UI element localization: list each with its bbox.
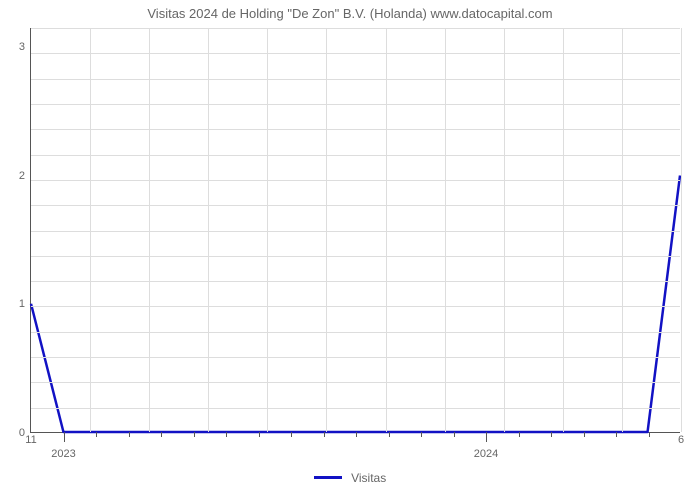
x-outer-label: 6 bbox=[678, 434, 684, 446]
gridline-horizontal bbox=[31, 205, 680, 206]
gridline-horizontal bbox=[31, 256, 680, 257]
gridline-vertical bbox=[386, 28, 387, 432]
x-minor-tick bbox=[129, 432, 130, 437]
gridline-vertical bbox=[149, 28, 150, 432]
x-major-tick bbox=[64, 432, 65, 442]
x-minor-tick bbox=[389, 432, 390, 437]
chart-container: Visitas 2024 de Holding "De Zon" B.V. (H… bbox=[0, 0, 700, 500]
gridline-horizontal bbox=[31, 129, 680, 130]
gridline-horizontal bbox=[31, 382, 680, 383]
x-minor-tick bbox=[194, 432, 195, 437]
x-minor-tick bbox=[454, 432, 455, 437]
chart-title: Visitas 2024 de Holding "De Zon" B.V. (H… bbox=[0, 6, 700, 21]
gridline-horizontal bbox=[31, 332, 680, 333]
gridline-horizontal bbox=[31, 53, 680, 54]
gridline-vertical bbox=[504, 28, 505, 432]
y-tick-label: 2 bbox=[19, 170, 31, 182]
gridline-vertical bbox=[326, 28, 327, 432]
x-minor-tick bbox=[584, 432, 585, 437]
gridline-horizontal bbox=[31, 104, 680, 105]
gridline-horizontal bbox=[31, 408, 680, 409]
gridline-vertical bbox=[267, 28, 268, 432]
y-tick-label: 3 bbox=[19, 41, 31, 53]
x-minor-tick bbox=[519, 432, 520, 437]
gridline-horizontal bbox=[31, 155, 680, 156]
x-minor-tick bbox=[649, 432, 650, 437]
x-major-label: 2024 bbox=[474, 448, 498, 460]
legend: Visitas bbox=[0, 470, 700, 485]
gridline-vertical bbox=[445, 28, 446, 432]
x-major-label: 2023 bbox=[51, 448, 75, 460]
gridline-horizontal bbox=[31, 180, 680, 181]
legend-swatch bbox=[314, 476, 342, 479]
x-major-tick bbox=[486, 432, 487, 442]
plot-area: 012311620232024 bbox=[30, 28, 680, 433]
gridline-horizontal bbox=[31, 306, 680, 307]
y-tick-label: 1 bbox=[19, 298, 31, 310]
gridline-horizontal bbox=[31, 28, 680, 29]
x-minor-tick bbox=[96, 432, 97, 437]
gridline-horizontal bbox=[31, 231, 680, 232]
x-minor-tick bbox=[551, 432, 552, 437]
gridline-vertical bbox=[622, 28, 623, 432]
x-minor-tick bbox=[259, 432, 260, 437]
legend-label: Visitas bbox=[351, 471, 386, 485]
x-outer-label: 11 bbox=[25, 434, 36, 446]
x-minor-tick bbox=[616, 432, 617, 437]
gridline-vertical bbox=[681, 28, 682, 432]
gridline-horizontal bbox=[31, 281, 680, 282]
x-minor-tick bbox=[421, 432, 422, 437]
x-minor-tick bbox=[291, 432, 292, 437]
gridline-vertical bbox=[208, 28, 209, 432]
gridline-horizontal bbox=[31, 357, 680, 358]
x-minor-tick bbox=[356, 432, 357, 437]
x-minor-tick bbox=[324, 432, 325, 437]
x-minor-tick bbox=[161, 432, 162, 437]
gridline-vertical bbox=[563, 28, 564, 432]
gridline-horizontal bbox=[31, 79, 680, 80]
gridline-vertical bbox=[90, 28, 91, 432]
x-minor-tick bbox=[226, 432, 227, 437]
